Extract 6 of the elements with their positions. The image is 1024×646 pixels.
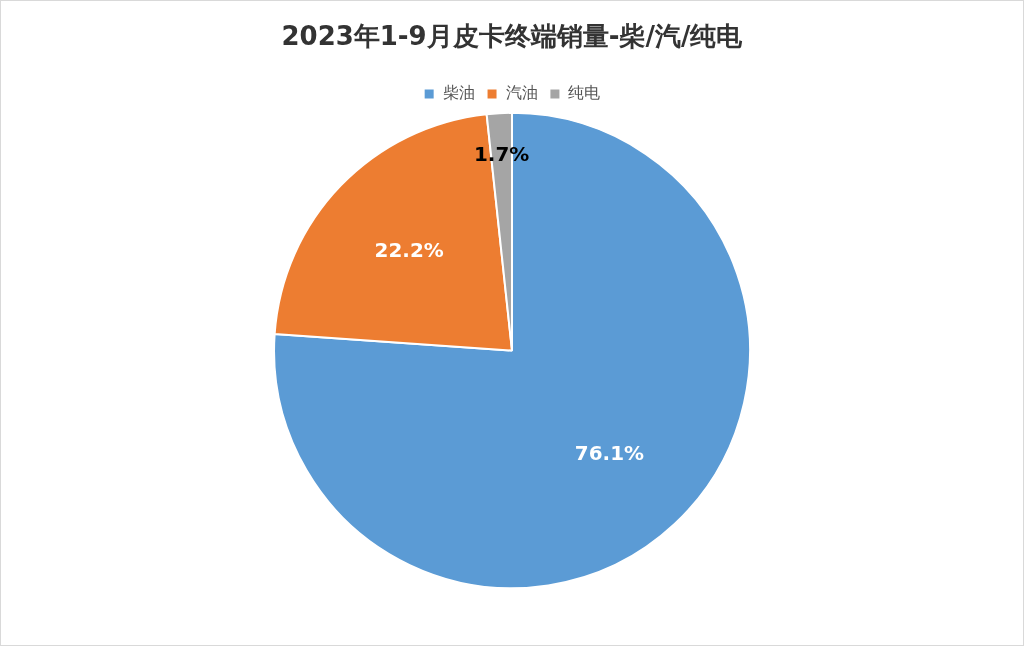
legend-label: 纯电 bbox=[568, 83, 601, 103]
chart-title: 2023年1-9月皮卡终端销量-柴/汽/纯电 bbox=[281, 21, 744, 52]
data-label: 76.1% bbox=[574, 440, 645, 465]
legend-label: 柴油 bbox=[442, 83, 475, 103]
legend-label: 汽油 bbox=[505, 83, 538, 103]
data-label: 22.2% bbox=[374, 237, 444, 262]
